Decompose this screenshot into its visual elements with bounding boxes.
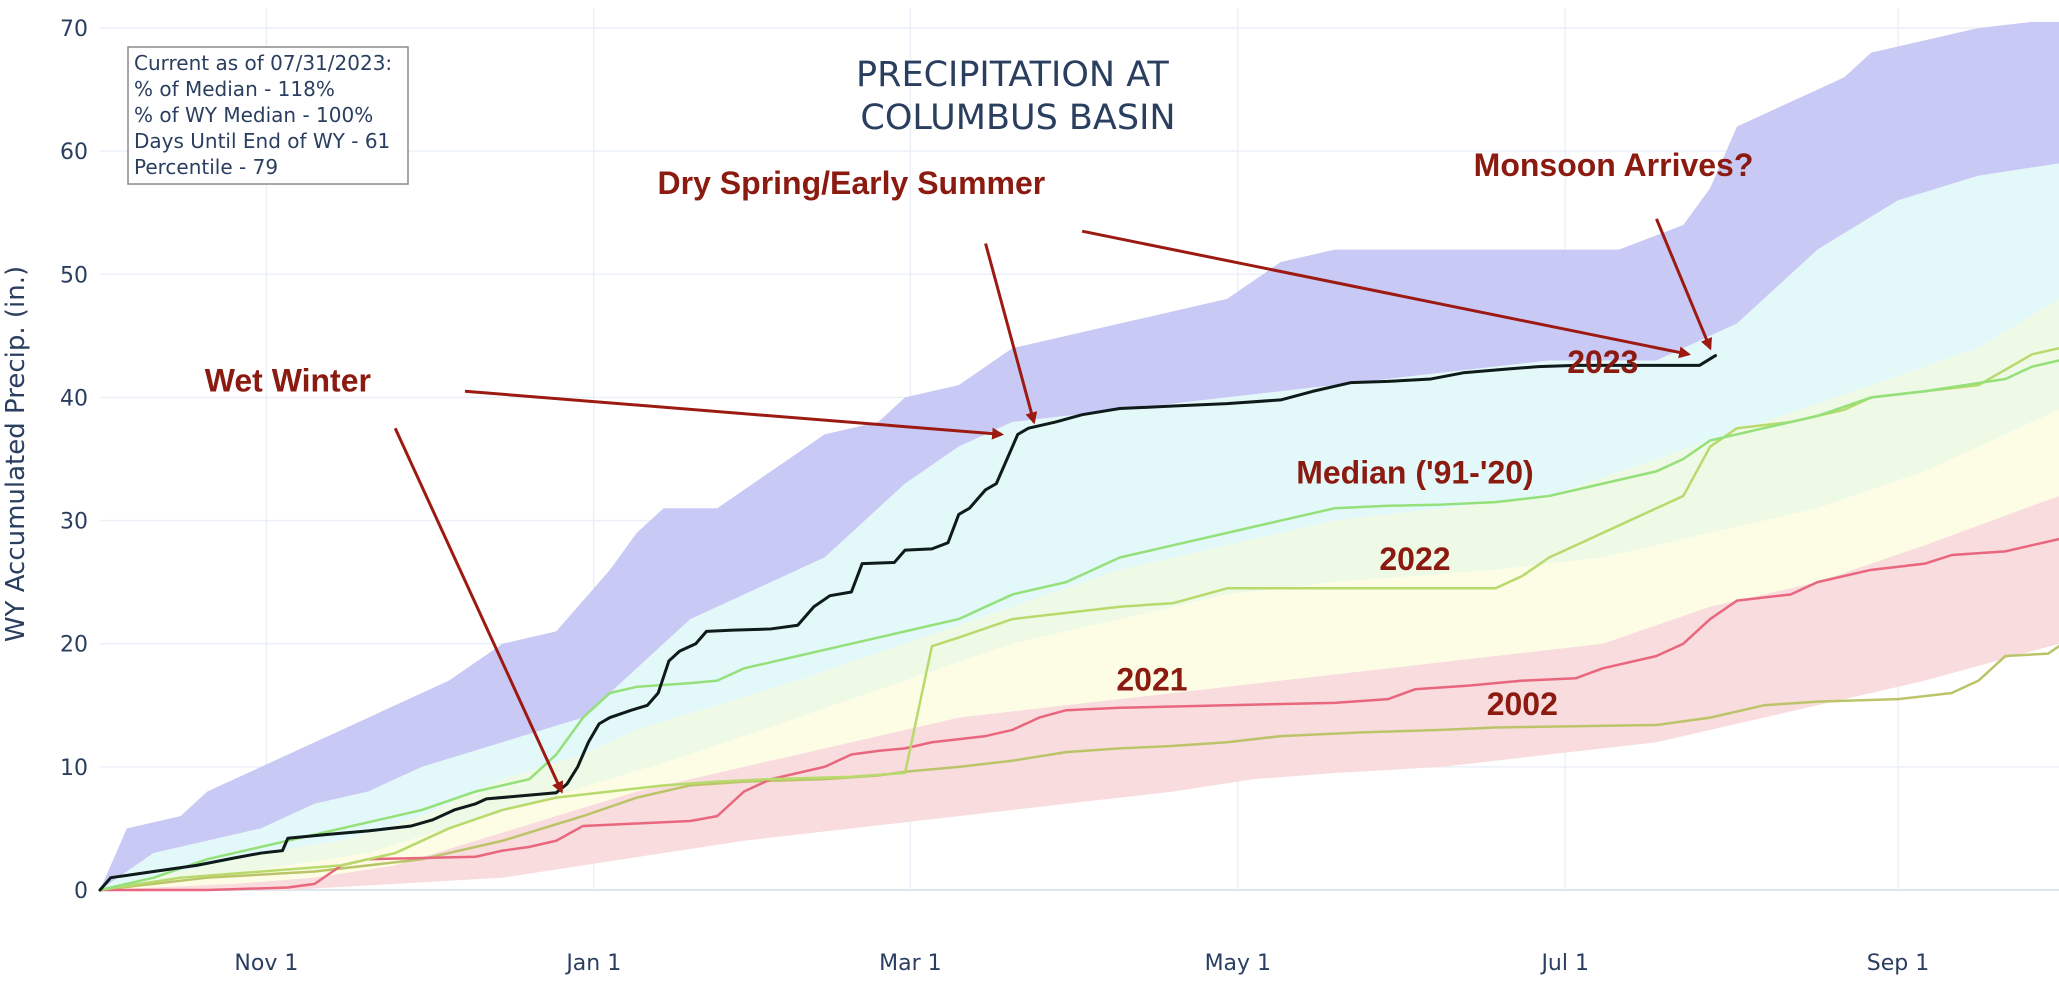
series-line (98, 359, 2059, 892)
x-tick-label: Jul 1 (1539, 951, 1589, 976)
series-label: 2021 (1116, 662, 1187, 698)
band-30th-min (100, 495, 2059, 890)
series-line (98, 354, 1718, 892)
stats-line: % of WY Median - 100% (134, 103, 373, 127)
annotation-arrow (464, 389, 1005, 440)
percentile-bands (100, 21, 2059, 891)
series-label: 2023 (1567, 344, 1638, 380)
band-50th-30th (100, 409, 2059, 890)
x-axis-ticks: Nov 1 Jan 1 Mar 1 May 1 Jul 1 Sep 1 (234, 951, 1929, 976)
series-line (98, 644, 2059, 892)
y-axis-label: WY Accumulated Precip. (in.) (1, 266, 31, 642)
series-line (98, 537, 2059, 892)
annotation-label: Wet Winter (205, 362, 371, 398)
annotation-arrow (1655, 218, 1712, 351)
y-tick-label: 60 (60, 140, 88, 165)
annotation-label: Monsoon Arrives? (1474, 147, 1754, 183)
stats-line: Days Until End of WY - 61 (134, 129, 390, 153)
x-tick-label: May 1 (1205, 951, 1271, 976)
stats-box: Current as of 07/31/2023: % of Median - … (127, 46, 409, 185)
annotation-arrow (984, 243, 1038, 425)
x-tick-label: Mar 1 (879, 951, 942, 976)
y-tick-label: 20 (60, 633, 88, 658)
series-label: 2002 (1487, 686, 1558, 722)
annotations: Wet Winter Dry Spring/Early Summer Monsoon… (205, 147, 1754, 399)
annotation-arrow (393, 427, 564, 794)
y-tick-label: 10 (60, 756, 88, 781)
band-90th-70th (100, 163, 2059, 890)
band-max-90th (100, 21, 2059, 891)
y-tick-label: 0 (74, 879, 88, 904)
stats-line: Current as of 07/31/2023: (134, 51, 392, 75)
annotation-arrows (393, 218, 1712, 794)
series-labels: 2023 Median ('91-'20) 2022 2021 2002 (1116, 344, 1638, 722)
stats-line: % of Median - 118% (134, 77, 335, 101)
x-tick-label: Sep 1 (1867, 951, 1929, 976)
band-70th-50th (100, 298, 2059, 890)
series-label: 2022 (1379, 541, 1450, 577)
chart-title: PRECIPITATION AT COLUMBUS BASIN (856, 55, 1180, 138)
y-axis-ticks: 0 10 20 30 40 50 60 70 (60, 17, 88, 904)
annotation-label: Dry Spring/Early Summer (658, 165, 1046, 201)
y-tick-label: 30 (60, 510, 88, 535)
y-tick-label: 50 (60, 263, 88, 288)
y-tick-label: 70 (60, 17, 88, 42)
series-label: Median ('91-'20) (1296, 455, 1534, 491)
y-tick-label: 40 (60, 386, 88, 411)
annotation-arrow (1081, 229, 1692, 359)
series-lines (98, 346, 2059, 892)
chart-title-line-2: COLUMBUS BASIN (860, 98, 1175, 138)
x-tick-label: Nov 1 (234, 951, 298, 976)
x-tick-label: Jan 1 (564, 951, 621, 976)
chart-title-line-1: PRECIPITATION AT (856, 55, 1169, 95)
stats-line: Percentile - 79 (134, 155, 278, 179)
